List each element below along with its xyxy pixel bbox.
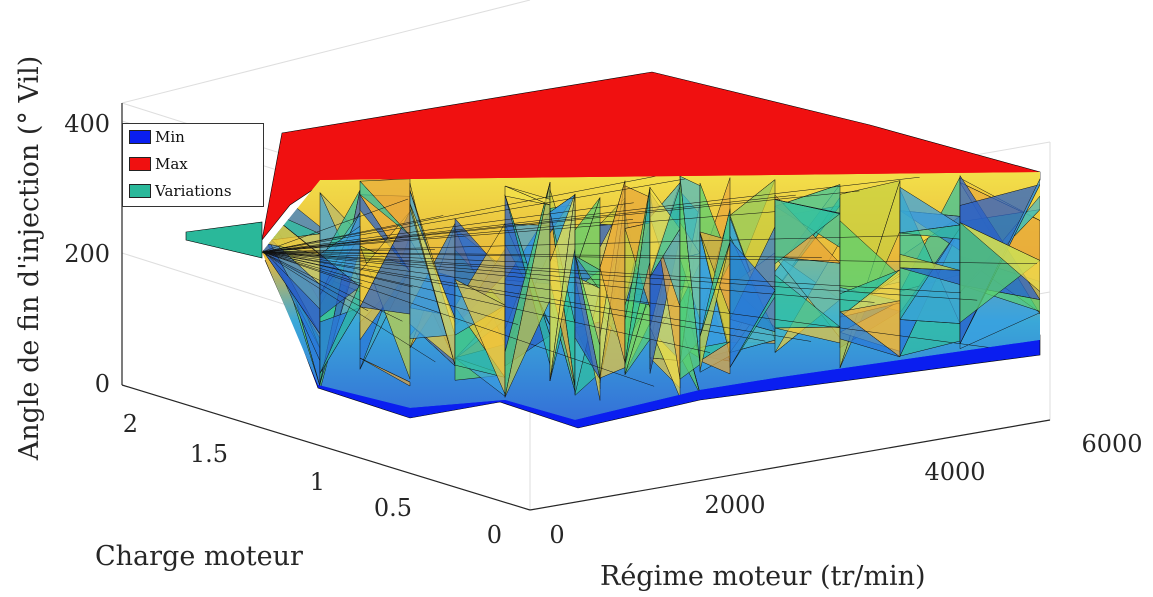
legend-item-variations: Variations	[129, 182, 232, 200]
legend-label: Min	[155, 128, 185, 146]
legend-label: Variations	[155, 182, 232, 200]
z-tick-label: 400	[64, 110, 110, 138]
y-tick-label: 1.5	[190, 440, 228, 468]
x-tick-label: 0	[549, 521, 564, 549]
legend-swatch-variations	[129, 184, 151, 198]
x-ticks: 0 2000 4000 6000	[549, 430, 1142, 549]
legend-item-max: Max	[129, 155, 188, 173]
x-tick-label: 2000	[704, 491, 765, 519]
variations-surface	[262, 172, 1040, 420]
x-tick-label: 6000	[1081, 430, 1142, 458]
y-ticks: 0 0.5 1 1.5 2	[123, 410, 502, 549]
legend-item-min: Min	[129, 128, 185, 146]
z-tick-label: 200	[64, 240, 110, 268]
y-axis-label: Charge moteur	[95, 541, 303, 572]
x-axis-label: Régime moteur (tr/min)	[600, 561, 926, 592]
y-tick-label: 2	[123, 410, 138, 438]
z-axis-label: Angle de fin d'injection (° Vil)	[14, 56, 45, 462]
y-tick-label: 0.5	[374, 494, 412, 522]
x-tick-label: 4000	[924, 458, 985, 486]
z-tick-label: 0	[95, 370, 110, 398]
legend-label: Max	[155, 155, 188, 173]
legend-swatch-max	[129, 157, 151, 171]
z-ticks: 0 200 400	[64, 110, 110, 398]
variations-ledge	[186, 222, 262, 258]
y-tick-label: 0	[487, 521, 502, 549]
legend-swatch-min	[129, 130, 151, 144]
legend: Min Max Variations	[122, 123, 264, 207]
y-tick-label: 1	[310, 468, 325, 496]
